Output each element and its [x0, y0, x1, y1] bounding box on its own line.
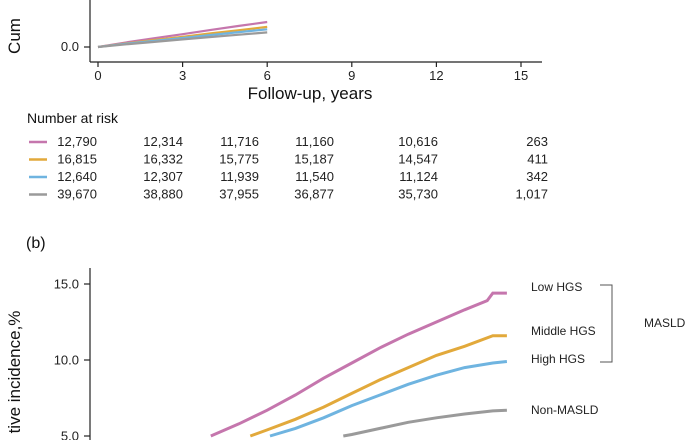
- risk-cell: 12,307: [143, 169, 183, 184]
- risk-cell: 11,124: [399, 169, 438, 184]
- panel-a-xtick-label: 12: [429, 68, 443, 83]
- risk-cell: 12,640: [57, 169, 97, 184]
- panel-b-series-high-hgs: [269, 360, 508, 438]
- risk-table-rows: 12,790 12,314 11,716 11,160 10,616 263 16,815 1…: [29, 134, 548, 202]
- risk-cell: 38,880: [143, 187, 183, 202]
- panel-b-ylabel: tive incidence,%: [5, 311, 24, 434]
- panel-a-xlabel: Follow-up, years: [248, 84, 373, 103]
- panel-b-label: (b): [26, 235, 46, 252]
- panel-b-ytick-label: 10.0: [54, 353, 79, 368]
- risk-cell: 11,160: [295, 134, 334, 149]
- panel-a-x-ticks: 0 3 6 9 12 15: [94, 62, 528, 83]
- risk-cell: 11,939: [220, 169, 259, 184]
- risk-cell: 263: [526, 134, 548, 149]
- risk-cell: 16,332: [143, 152, 183, 167]
- panel-b-label-non-masld: Non-MASLD: [531, 403, 599, 417]
- panel-b: (b) tive incidence,% 15.0 10.0 5.0 Low HGS…: [5, 235, 686, 440]
- panel-a-series: [97, 20, 268, 49]
- risk-cell: 14,547: [398, 152, 438, 167]
- risk-cell: 342: [526, 169, 548, 184]
- risk-cell: 39,670: [57, 187, 97, 202]
- panel-b-series-middle-hgs: [249, 334, 507, 438]
- panel-a-ytick-label: 0.0: [61, 39, 79, 54]
- panel-a-xtick-label: 9: [348, 68, 355, 83]
- risk-cell: 411: [527, 152, 548, 167]
- panel-b-label-low-hgs: Low HGS: [531, 280, 582, 294]
- panel-b-end-labels: Low HGS Middle HGS High HGS Non-MASLD: [531, 280, 599, 417]
- panel-b-y-ticks: 15.0 10.0 5.0: [54, 277, 90, 440]
- risk-cell: 37,955: [219, 187, 259, 202]
- risk-cell: 36,877: [294, 187, 334, 202]
- panel-b-series-non-masld: [343, 408, 507, 438]
- risk-cell: 11,540: [295, 169, 334, 184]
- risk-table-title: Number at risk: [27, 110, 119, 126]
- risk-cell: 10,616: [398, 134, 438, 149]
- risk-cell: 11,716: [220, 134, 259, 149]
- panel-a-xtick-label: 0: [94, 68, 101, 83]
- risk-cell: 15,775: [219, 152, 259, 167]
- risk-cell: 1,017: [515, 187, 548, 202]
- risk-cell: 15,187: [294, 152, 334, 167]
- panel-a-xtick-label: 6: [264, 68, 271, 83]
- panel-a: Cum 0.0 0 3 6 9 12 15 Follow-up, years: [5, 0, 542, 103]
- masld-bracket-label: MASLD: [644, 316, 686, 330]
- masld-bracket: [600, 284, 613, 363]
- risk-cell: 16,815: [57, 152, 97, 167]
- panel-b-ytick-label: 15.0: [54, 277, 79, 292]
- panel-a-xtick-label: 3: [179, 68, 186, 83]
- risk-cell: 12,314: [143, 134, 183, 149]
- panel-a-ylabel: Cum: [5, 18, 24, 54]
- panel-b-label-high-hgs: High HGS: [531, 352, 585, 366]
- risk-cell: 12,790: [57, 134, 97, 149]
- risk-cell: 35,730: [398, 187, 438, 202]
- risk-table: Number at risk 12,790 12,314 11,716 11,160 1…: [27, 110, 548, 202]
- panel-b-series: [210, 291, 508, 438]
- panel-b-series-low-hgs: [210, 291, 507, 438]
- panel-b-ytick-label: 5.0: [61, 429, 79, 440]
- panel-b-label-middle-hgs: Middle HGS: [531, 324, 596, 338]
- panel-a-xtick-label: 15: [514, 68, 528, 83]
- panel-a-series-non-masld: [97, 31, 268, 49]
